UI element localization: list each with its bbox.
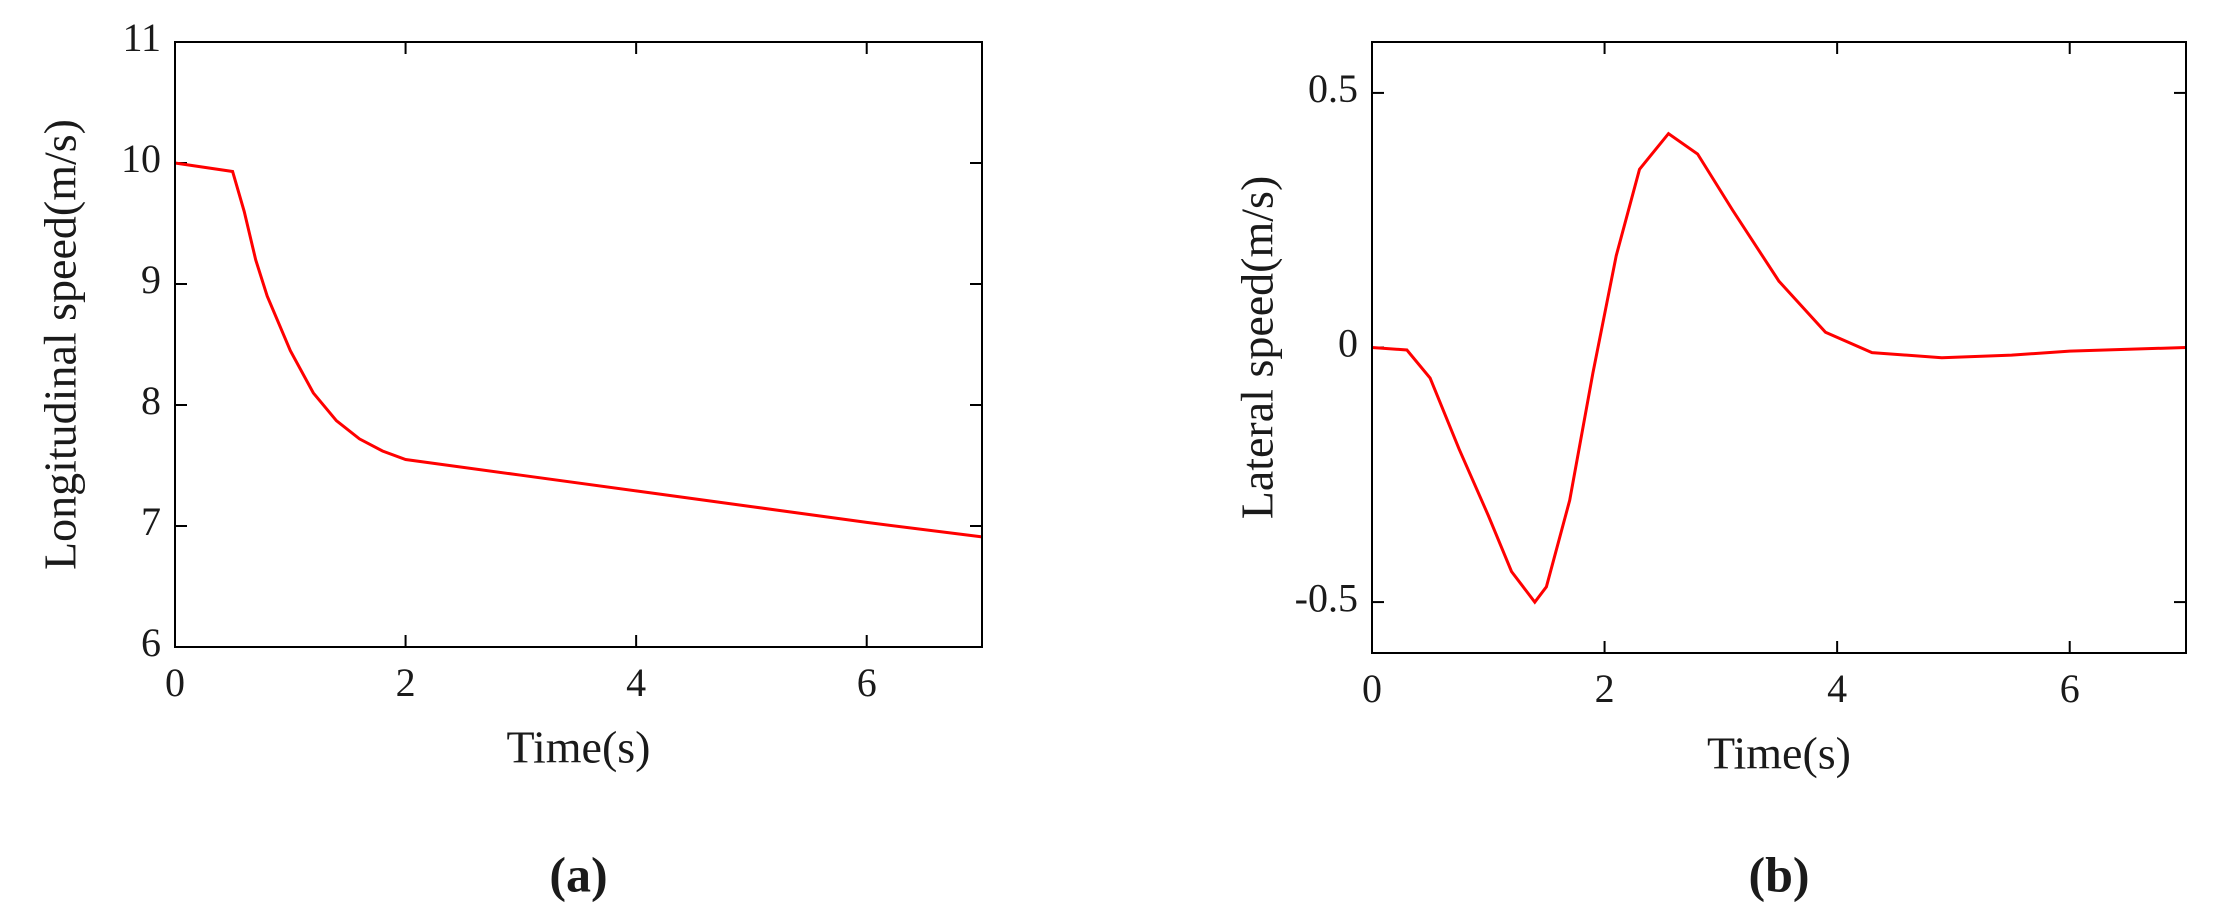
x-axis-label: Time(s) [507,722,651,773]
x-tick-label: 2 [396,660,416,705]
x-tick-label: 0 [165,660,185,705]
data-line [174,161,983,539]
x-tick-label: 4 [626,660,646,705]
y-tick-label: 11 [122,15,161,60]
x-tick-label: 0 [1362,666,1382,711]
x-tick-label: 6 [857,660,877,705]
y-tick-label: 6 [141,620,161,665]
y-tick-label: 7 [141,499,161,544]
y-tick-label: 0 [1338,321,1358,366]
y-tick-label: 0.5 [1308,66,1358,111]
y-tick-label: 9 [141,257,161,302]
x-tick-label: 4 [1827,666,1847,711]
plot-frame [174,41,983,648]
y-tick-label: 10 [121,136,161,181]
y-axis-label: Lateral speed(m/s) [1232,176,1283,520]
y-tick-label: -0.5 [1295,575,1358,620]
plot-frame [1371,41,2187,654]
x-tick-label: 6 [2060,666,2080,711]
caption: (a) [549,846,607,902]
y-axis-label: Longitudinal speed(m/s) [35,119,86,570]
caption: (b) [1748,846,1809,902]
x-tick-label: 2 [1595,666,1615,711]
data-line [1371,131,2187,605]
y-tick-label: 8 [141,378,161,423]
x-axis-label: Time(s) [1707,728,1851,779]
